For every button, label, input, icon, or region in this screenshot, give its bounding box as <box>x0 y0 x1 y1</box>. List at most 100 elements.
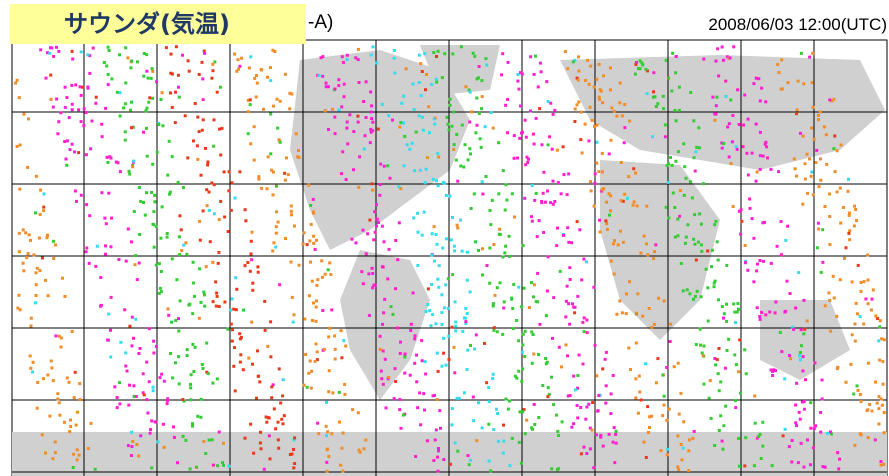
observation-dot <box>534 116 538 120</box>
observation-dot <box>207 190 211 194</box>
observation-dot <box>719 414 723 418</box>
observation-dot <box>156 440 160 444</box>
observation-dot <box>706 286 710 290</box>
observation-dot <box>398 125 402 129</box>
observation-dot <box>447 128 451 132</box>
observation-dot <box>795 108 799 112</box>
observation-dot <box>469 152 472 156</box>
observation-dot <box>713 118 717 122</box>
observation-dot <box>290 295 294 299</box>
observation-dot <box>105 155 109 159</box>
observation-dot <box>64 157 68 161</box>
observation-dot <box>68 430 72 434</box>
observation-dot <box>436 152 440 156</box>
observation-dot <box>805 152 809 156</box>
observation-dot <box>468 147 472 151</box>
observation-dot <box>448 462 452 466</box>
observation-dot <box>15 78 19 82</box>
observation-dot <box>828 215 832 218</box>
observation-dot <box>717 74 721 78</box>
observation-dot <box>451 52 455 56</box>
observation-dot <box>859 400 863 403</box>
observation-dot <box>697 126 701 130</box>
observation-dot <box>843 256 846 260</box>
observation-dot <box>546 386 550 390</box>
observation-dot <box>227 464 231 468</box>
observation-dot <box>323 109 327 113</box>
observation-dot <box>668 340 672 343</box>
observation-dot <box>70 102 74 106</box>
observation-dot <box>702 382 706 386</box>
observation-dot <box>485 381 489 385</box>
observation-dot <box>512 134 516 138</box>
observation-dot <box>131 440 135 443</box>
observation-dot <box>109 355 113 359</box>
observation-dot <box>417 114 421 118</box>
observation-dot <box>504 244 508 248</box>
observation-dot <box>769 261 773 265</box>
observation-dot <box>145 106 149 110</box>
observation-dot <box>741 145 745 149</box>
observation-dot <box>816 221 820 225</box>
observation-dot <box>414 455 418 458</box>
observation-dot <box>758 315 762 318</box>
observation-dot <box>65 163 69 167</box>
observation-dot <box>673 206 677 209</box>
observation-dot <box>656 357 660 361</box>
observation-dot <box>473 54 477 58</box>
observation-dot <box>493 293 497 297</box>
observation-dot <box>724 79 728 83</box>
observation-dot <box>432 259 436 263</box>
observation-dot <box>430 232 434 236</box>
observation-dot <box>248 103 252 107</box>
observation-dot <box>51 239 55 243</box>
observation-dot <box>598 230 602 234</box>
observation-dot <box>725 302 728 306</box>
observation-dot <box>34 271 38 275</box>
observation-dot <box>381 322 384 326</box>
observation-dot <box>484 57 488 61</box>
observation-dot <box>243 208 247 212</box>
observation-dot <box>277 367 281 371</box>
observation-dot <box>819 157 822 161</box>
observation-dot <box>104 244 107 248</box>
observation-dot <box>701 354 705 358</box>
observation-dot <box>809 426 813 430</box>
observation-dot <box>796 461 800 465</box>
observation-dot <box>517 285 521 289</box>
observation-dot <box>134 317 138 321</box>
observation-dot <box>211 463 215 467</box>
observation-dot <box>237 67 241 71</box>
observation-dot <box>263 328 267 332</box>
observation-dot <box>78 85 82 89</box>
observation-dot <box>72 452 76 456</box>
observation-dot <box>847 211 851 215</box>
observation-dot <box>454 329 458 333</box>
observation-dot <box>382 311 386 315</box>
observation-dot <box>612 426 616 430</box>
observation-dot <box>466 454 470 458</box>
observation-dot <box>656 102 660 106</box>
observation-dot <box>535 235 539 239</box>
observation-dot <box>40 433 44 437</box>
observation-dot <box>398 408 402 412</box>
observation-dot <box>455 132 459 136</box>
observation-dot <box>435 242 439 246</box>
observation-dot <box>420 233 424 237</box>
observation-dot <box>477 401 480 405</box>
observation-dot <box>508 254 512 258</box>
observation-dot <box>249 239 253 243</box>
observation-dot <box>309 386 313 390</box>
observation-dot <box>609 392 613 396</box>
observation-dot <box>134 395 138 398</box>
observation-dot <box>695 145 699 149</box>
observation-dot <box>75 199 78 203</box>
observation-dot <box>866 302 870 306</box>
observation-dot <box>598 218 601 222</box>
observation-dot <box>460 123 464 127</box>
observation-dot <box>150 419 154 423</box>
observation-dot <box>110 77 114 81</box>
observation-dot <box>345 53 349 57</box>
observation-dot <box>320 259 324 263</box>
